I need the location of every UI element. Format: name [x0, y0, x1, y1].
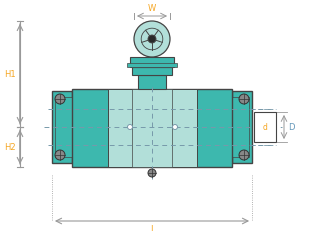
- Bar: [72, 90, 232, 167]
- Bar: [52, 92, 72, 163]
- Circle shape: [55, 94, 65, 105]
- Text: H2: H2: [4, 143, 16, 152]
- Bar: [132, 68, 172, 76]
- Bar: [55, 97, 72, 157]
- Bar: [138, 76, 166, 90]
- Bar: [130, 58, 174, 68]
- Text: D: D: [288, 123, 295, 132]
- Text: W: W: [148, 4, 156, 13]
- Circle shape: [239, 150, 249, 160]
- Circle shape: [148, 36, 156, 44]
- Text: d: d: [263, 123, 268, 132]
- Circle shape: [134, 22, 170, 58]
- Circle shape: [172, 125, 177, 130]
- Bar: [127, 64, 177, 68]
- Bar: [108, 90, 197, 167]
- Bar: [132, 90, 172, 167]
- Text: H1: H1: [4, 70, 16, 79]
- Bar: [254, 112, 276, 142]
- Bar: [232, 97, 249, 157]
- Circle shape: [55, 150, 65, 160]
- Text: L: L: [150, 224, 154, 231]
- Circle shape: [239, 94, 249, 105]
- Circle shape: [127, 125, 133, 130]
- Circle shape: [148, 169, 156, 177]
- Bar: [232, 92, 252, 163]
